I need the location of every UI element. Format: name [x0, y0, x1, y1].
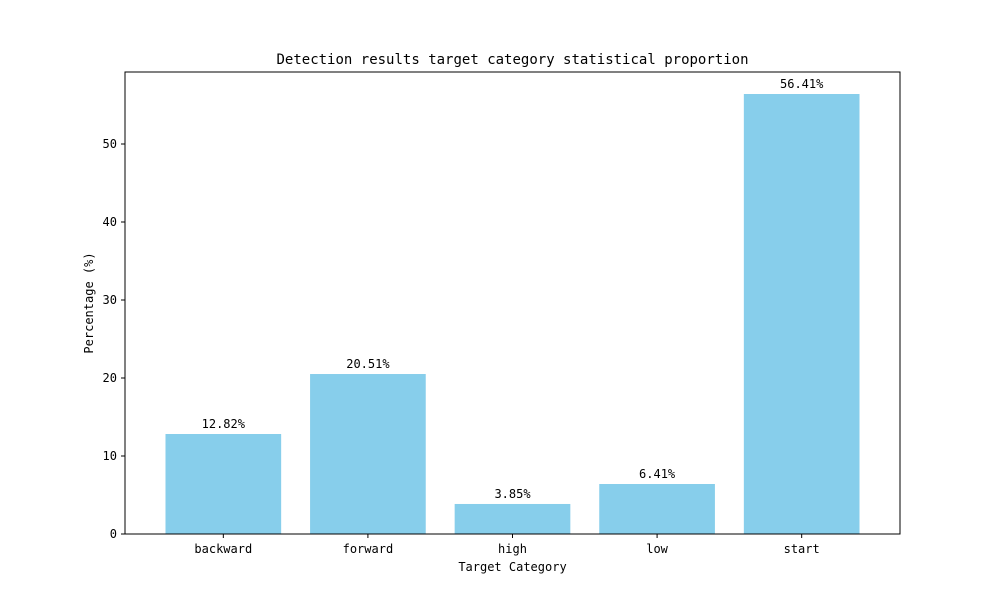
bar-value-label-high: 3.85% [494, 487, 531, 501]
bar-forward [310, 374, 426, 534]
bar-backward [165, 434, 282, 534]
x-axis: backward forward high low start [194, 534, 820, 556]
y-tick-label: 30 [103, 293, 117, 307]
bar-start [743, 94, 860, 534]
bar-value-label-start: 56.41% [780, 77, 824, 91]
chart-title: Detection results target category statis… [276, 52, 748, 68]
x-tick-label-low: low [646, 542, 668, 556]
y-axis-label: Percentage (%) [82, 252, 96, 353]
bar-low [599, 484, 715, 534]
bars-layer [165, 94, 860, 534]
bar-value-label-backward: 12.82% [202, 417, 246, 431]
y-axis: 0 10 20 30 40 50 [103, 137, 125, 541]
y-tick-label: 0 [110, 527, 117, 541]
y-tick-label: 40 [103, 215, 117, 229]
y-tick-label: 10 [103, 449, 117, 463]
x-tick-label-start: start [784, 542, 820, 556]
y-tick-label: 20 [103, 371, 117, 385]
x-tick-label-forward: forward [343, 542, 394, 556]
y-tick-label: 50 [103, 137, 117, 151]
bar-value-label-low: 6.41% [639, 467, 676, 481]
x-axis-label: Target Category [458, 560, 566, 574]
bar-value-label-forward: 20.51% [346, 357, 390, 371]
x-tick-label-high: high [498, 542, 527, 556]
x-tick-label-backward: backward [194, 542, 252, 556]
bar-labels-layer: 12.82% 20.51% 3.85% 6.41% 56.41% [202, 77, 824, 501]
bar-high [454, 503, 571, 534]
